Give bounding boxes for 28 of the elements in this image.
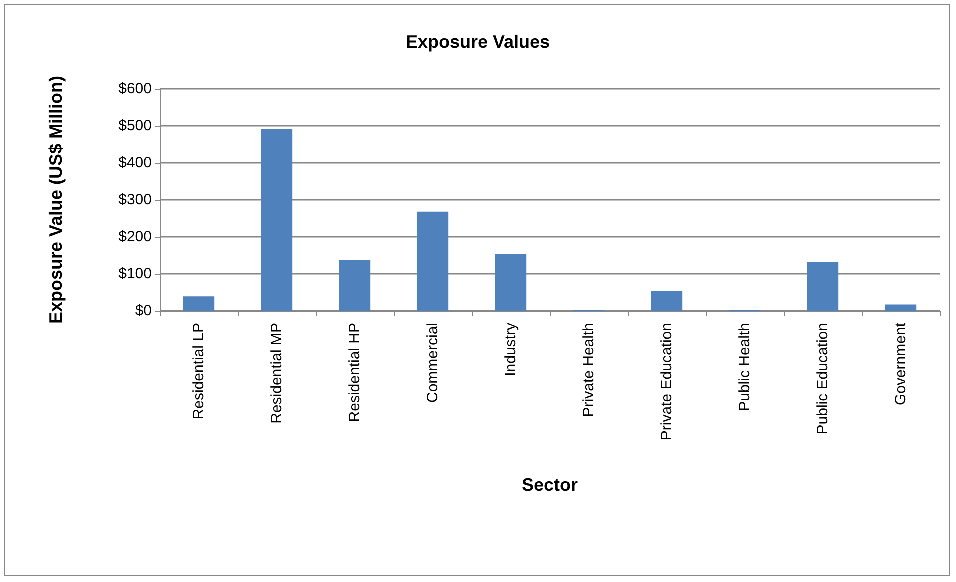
x-tick-label: Residential HP [346, 323, 364, 422]
x-tick-label: Government [892, 322, 910, 406]
bar [807, 262, 839, 311]
x-tick-label: Commercial [424, 323, 442, 404]
bar [495, 254, 527, 311]
x-tick-label: Public Education [814, 323, 832, 435]
bar [885, 304, 917, 311]
x-axis-title: Sector [522, 475, 578, 495]
x-tick-label: Industry [502, 322, 520, 376]
bar [183, 296, 215, 311]
y-tick-label: $200 [118, 228, 152, 246]
y-tick-label: $400 [118, 154, 152, 172]
bar [417, 212, 449, 311]
bar [651, 291, 683, 311]
y-tick-label: $0 [135, 302, 152, 320]
x-tick-label: Private Health [580, 323, 598, 418]
y-tick-label: $600 [118, 80, 152, 98]
bar [339, 260, 371, 311]
y-tick-label: $300 [118, 192, 152, 208]
bar [261, 129, 293, 311]
x-tick-label: Public Health [736, 323, 754, 412]
chart-title: Exposure Values [406, 32, 550, 52]
x-tick-label: Residential MP [268, 323, 286, 424]
y-tick-label: $500 [118, 118, 152, 134]
y-tick-label: $100 [118, 266, 152, 282]
x-tick-label: Residential LP [190, 323, 208, 420]
y-axis-title: Exposure Value (US$ Million) [46, 76, 66, 324]
x-tick-label: Private Education [658, 323, 676, 441]
